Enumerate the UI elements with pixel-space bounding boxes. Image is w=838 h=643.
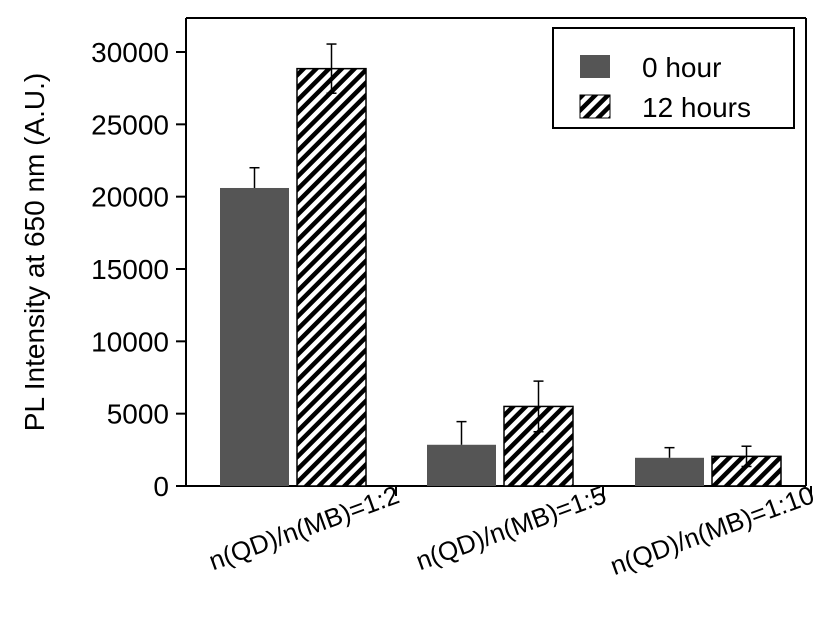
x-tick-label: n(QD)/n(MB)=1:2	[205, 479, 403, 576]
bars	[220, 67, 782, 487]
x-tick-label: n(QD)/n(MB)=1:10	[606, 479, 818, 581]
error-bar	[249, 166, 260, 188]
error-bar	[664, 446, 675, 458]
y-tick-label: 20000	[91, 182, 169, 213]
bar-0-hour-1	[220, 187, 289, 486]
y-tick-label: 5000	[107, 399, 169, 430]
y-axis-label: PL Intensity at 650 nm (A.U.)	[19, 73, 50, 431]
error-bar	[533, 380, 544, 433]
y-tick-label: 15000	[91, 254, 169, 285]
y-tick-label: 30000	[91, 37, 169, 68]
bar-0-hour-2	[427, 444, 496, 486]
legend-label-0-hour: 0 hour	[642, 52, 721, 83]
y-tick-label: 25000	[91, 109, 169, 140]
x-axis-ticks: n(QD)/n(MB)=1:2 n(QD)/n(MB)=1:5n(QD)/n(MB…	[205, 479, 818, 581]
y-axis-ticks: 0 5000 10000 15000 20000 25000 30000	[91, 37, 186, 502]
y-tick-label: 10000	[91, 326, 169, 357]
bar-12-hours-1	[296, 67, 367, 487]
legend: 0 hour 12 hours	[552, 27, 795, 129]
legend-label-12-hours: 12 hours	[642, 92, 751, 123]
error-bar	[456, 420, 467, 445]
legend-swatch-12-hours	[579, 94, 611, 119]
legend-swatch-0-hour	[580, 55, 610, 78]
error-bar	[741, 445, 752, 468]
error-bar	[326, 43, 337, 94]
error-bars	[249, 43, 752, 468]
x-tick-label: n(QD)/n(MB)=1:5	[412, 479, 610, 576]
y-tick-label: 0	[153, 471, 169, 502]
bar-0-hour-3	[635, 457, 704, 486]
